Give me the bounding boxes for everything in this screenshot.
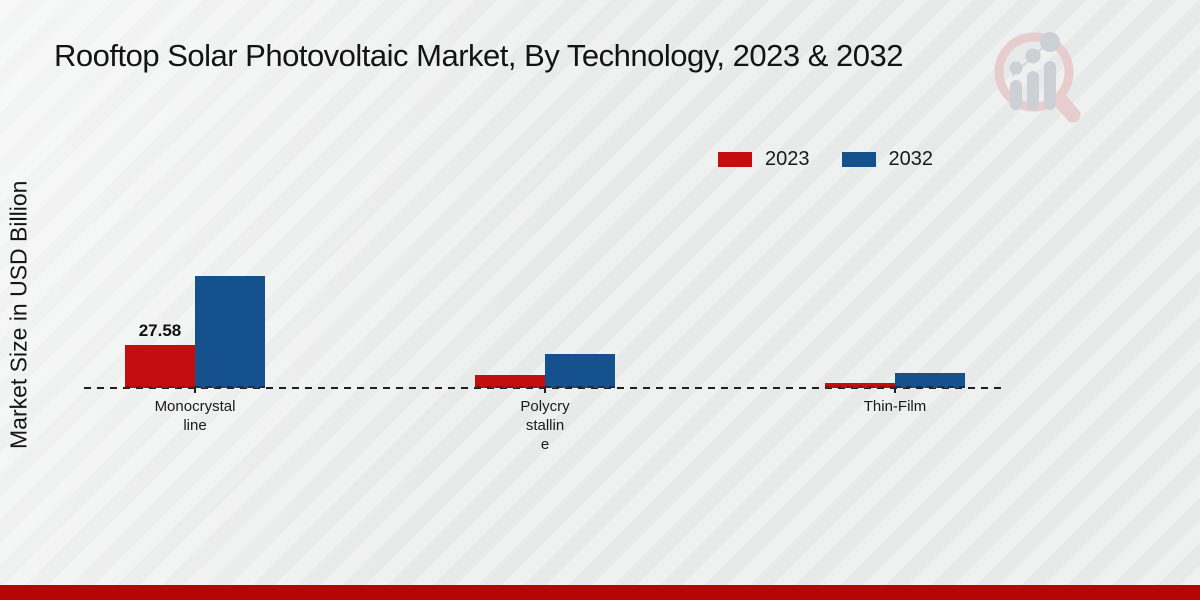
- category-label-polycrystalline: Polycry stallin e: [520, 398, 570, 453]
- bar-2032-monocrystalline: [195, 276, 265, 388]
- legend-swatch-2023: [718, 152, 752, 167]
- bar-2032-thin-film: [895, 373, 965, 388]
- bar-2032-polycrystalline: [545, 354, 615, 388]
- legend-item-2023: 2023: [718, 148, 810, 171]
- category-label-thin-film: Thin-Film: [863, 398, 927, 415]
- legend: 2023 2032: [718, 148, 933, 171]
- category-label-monocrystalline: Monocrystal line: [154, 398, 236, 434]
- legend-item-2032: 2032: [841, 148, 934, 171]
- bar-2023-monocrystalline: [125, 345, 195, 388]
- x-axis-tick-polycrystalline: [544, 388, 546, 393]
- plot-area: 27.58 Monocrystal line Polycry stallin e Th…: [84, 188, 1006, 453]
- y-axis-title: Market Size in USD Billion: [5, 180, 32, 450]
- magnifier-bar-chart-logo-icon: [994, 32, 1081, 123]
- legend-label-2023: 2023: [765, 148, 810, 170]
- x-axis-tick-monocrystalline: [194, 388, 196, 393]
- x-axis-tick-thin-film: [894, 388, 896, 393]
- value-label-2023-monocrystalline: 27.58: [138, 321, 182, 340]
- chart-title: Rooftop Solar Photovoltaic Market, By Te…: [54, 38, 903, 73]
- bar-2023-polycrystalline: [475, 375, 545, 388]
- logo-trend-chart: [1009, 32, 1060, 110]
- legend-label-2032: 2032: [888, 148, 934, 170]
- legend-swatch-2032: [841, 152, 876, 167]
- bar-2023-thin-film: [825, 383, 895, 388]
- footer-accent-bar: [0, 585, 1200, 600]
